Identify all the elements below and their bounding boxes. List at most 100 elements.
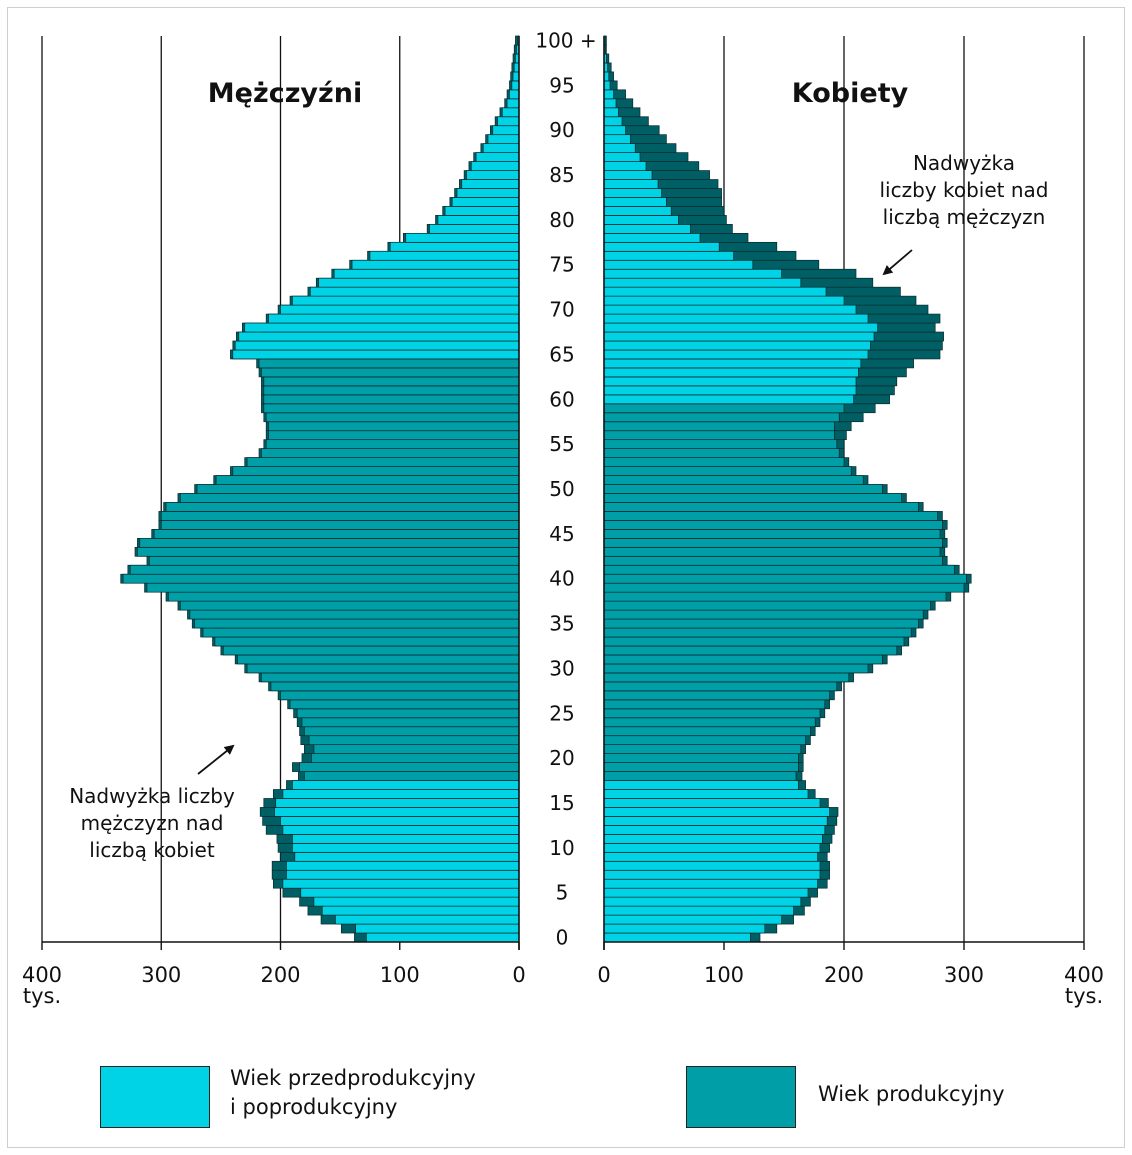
women-bar-age-78 — [603, 232, 701, 243]
women-bar-age-86 — [603, 161, 647, 171]
women-bar-age-4 — [603, 896, 802, 907]
age-tick-label-25: 25 — [549, 701, 574, 725]
women-bar-age-85 — [603, 170, 653, 180]
women-bar-age-13 — [603, 816, 828, 826]
women-bar-age-21 — [603, 744, 802, 754]
age-tick-label-55: 55 — [549, 432, 574, 456]
men-bars — [120, 35, 520, 943]
men-bar-age-59 — [263, 403, 520, 414]
women-bar-age-53 — [603, 457, 845, 467]
women-bar-age-63 — [603, 367, 859, 378]
men-bar-age-61 — [263, 385, 520, 396]
women-bar-age-60 — [603, 394, 854, 405]
men-bar-age-20 — [311, 753, 520, 763]
men-bar-age-91 — [497, 116, 520, 127]
men-bar-age-85 — [466, 170, 520, 180]
annotation-arrow-women — [882, 249, 913, 276]
men-bar-age-11 — [292, 834, 520, 844]
women-bar-age-92 — [603, 107, 619, 118]
women-bar-age-0 — [603, 932, 751, 943]
age-axis-labels: 100 +95908580757065605550454035302520151… — [535, 28, 596, 949]
women-x-tick-label-200: 200 — [824, 963, 864, 987]
women-bar-age-58 — [603, 412, 840, 423]
men-bar-age-57 — [268, 421, 520, 432]
women-x-tick-label-400: 400 — [1064, 963, 1104, 987]
women-bar-age-34 — [603, 627, 912, 638]
men-bar-age-75 — [351, 259, 520, 270]
men-bar-age-10 — [292, 842, 520, 853]
men-bar-age-62 — [263, 376, 520, 387]
men-x-tick-label-400: 400 — [22, 963, 62, 987]
women-bar-age-49 — [603, 493, 902, 503]
women-bar-age-88 — [603, 143, 636, 153]
women-bar-age-10 — [603, 842, 821, 853]
men-bar-age-44 — [139, 537, 520, 548]
women-bar-age-77 — [603, 241, 720, 252]
women-bar-age-20 — [603, 753, 799, 763]
men-bar-age-82 — [451, 197, 520, 207]
men-bar-age-30 — [246, 663, 520, 674]
women-bar-age-35 — [603, 618, 919, 629]
men-bar-age-26 — [289, 699, 520, 710]
age-tick-label-100: 100 + — [535, 28, 596, 52]
age-tick-label-95: 95 — [549, 73, 574, 97]
men-bar-age-33 — [214, 636, 520, 647]
women-bar-age-8 — [603, 860, 821, 871]
men-bar-age-68 — [244, 322, 520, 333]
men-bar-age-4 — [313, 896, 520, 907]
women-bar-age-38 — [603, 591, 947, 602]
men-bar-age-41 — [129, 564, 520, 575]
women-bar-age-40 — [603, 573, 967, 584]
men-x-tick-label-200: 200 — [260, 963, 300, 987]
women-bar-age-67 — [603, 331, 875, 342]
age-tick-label-80: 80 — [549, 208, 574, 232]
women-bar-age-24 — [603, 717, 816, 728]
age-tick-label-20: 20 — [549, 746, 574, 770]
women-bar-age-93 — [603, 98, 617, 109]
legend-swatch-productive — [686, 1066, 796, 1128]
women-bar-age-90 — [603, 125, 626, 136]
women-bar-age-15 — [603, 798, 821, 808]
men-bar-age-18 — [304, 771, 520, 781]
women-bar-age-33 — [603, 636, 905, 647]
women-bar-age-6 — [603, 878, 818, 889]
women-bar-age-76 — [603, 250, 734, 261]
age-tick-label-15: 15 — [549, 791, 574, 815]
women-bar-age-1 — [603, 923, 766, 934]
men-x-tick-label-0: 0 — [512, 963, 525, 987]
women-bar-age-19 — [603, 762, 799, 772]
men-bar-age-39 — [146, 582, 520, 593]
women-bar-age-12 — [603, 825, 826, 835]
men-bar-age-49 — [179, 493, 520, 503]
men-bar-age-53 — [246, 457, 520, 467]
women-bar-age-95 — [603, 80, 611, 91]
women-bar-age-45 — [603, 529, 941, 539]
women-x-tick-label-0: 0 — [597, 963, 610, 987]
women-panel-title: Kobiety — [792, 78, 909, 109]
men-bar-age-29 — [261, 672, 520, 683]
women-bar-age-81 — [603, 206, 672, 216]
men-bar-age-60 — [263, 394, 520, 405]
men-bar-age-21 — [313, 744, 520, 754]
women-bar-age-14 — [603, 807, 830, 817]
men-bar-age-0 — [366, 932, 520, 943]
women-bar-age-75 — [603, 259, 754, 270]
women-bar-age-36 — [603, 609, 924, 620]
men-bar-age-48 — [165, 502, 520, 512]
annotations: Nadwyżka liczby kobiet nad liczbą mężczyzn… — [69, 151, 1048, 862]
men-bar-age-94 — [509, 89, 520, 100]
men-bar-age-95 — [511, 80, 520, 91]
men-bar-age-23 — [304, 726, 520, 737]
women-bar-age-61 — [603, 385, 857, 396]
women-bar-age-68 — [603, 322, 878, 333]
men-bar-age-5 — [300, 887, 520, 898]
men-bar-age-81 — [444, 206, 520, 216]
men-bar-age-93 — [506, 98, 520, 109]
women-bar-age-57 — [603, 421, 835, 432]
age-tick-label-40: 40 — [549, 567, 574, 591]
women-bar-age-89 — [603, 134, 631, 144]
men-bar-age-92 — [501, 107, 520, 118]
women-bar-age-17 — [603, 780, 799, 790]
men-bar-age-73 — [318, 277, 520, 288]
